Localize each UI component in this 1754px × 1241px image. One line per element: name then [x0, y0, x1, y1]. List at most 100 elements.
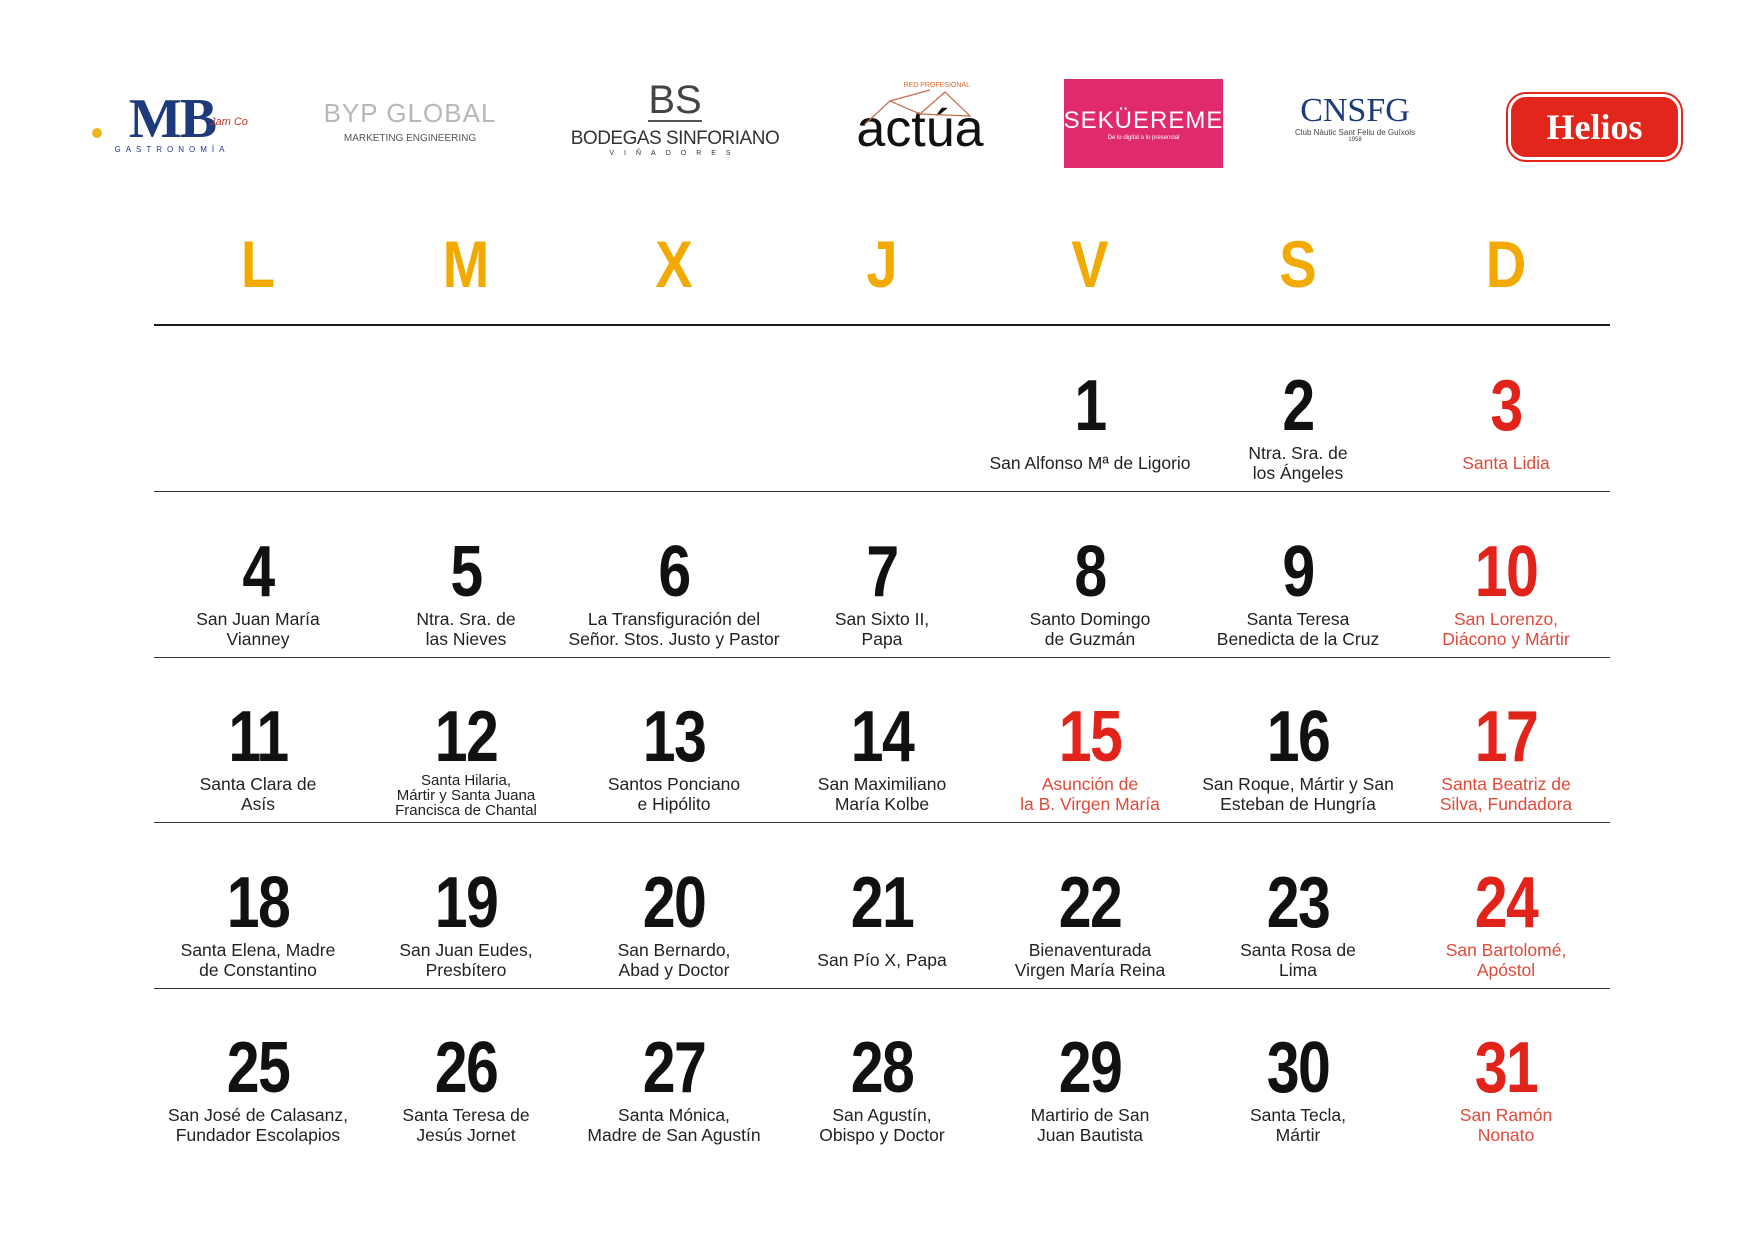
saint-name: Santos Ponciano e Hipólito	[607, 774, 741, 814]
calendar-day: 26 Santa Teresa de Jesús Jornet	[362, 988, 570, 1153]
calendar-day: 21 San Pío X, Papa	[778, 823, 986, 988]
day-number: 15	[1058, 697, 1123, 777]
calendar-day: 9 Santa Teresa Benedicta de la Cruz	[1194, 492, 1402, 657]
day-number: 23	[1266, 863, 1331, 943]
saint-name: San Ramón Nonato	[1459, 1105, 1553, 1145]
calendar-day: 29 Martirio de San Juan Bautista	[986, 988, 1194, 1153]
saint-name: Santa Beatriz de Silva, Fundadora	[1439, 774, 1573, 814]
calendar-week: 25 San José de Calasanz, Fundador Escolap…	[154, 988, 1610, 1153]
saint-name: San Juan Eudes, Presbítero	[399, 940, 533, 980]
logo-subtext: VIÑADORES	[609, 150, 741, 157]
logo-text: Helios	[1546, 107, 1643, 147]
logo-text: BODEGAS SINFORIANO	[570, 128, 780, 149]
byp-global-logo: BYP GLOBAL MARKETING ENGINEERING	[310, 98, 510, 144]
day-number: 1	[1074, 366, 1107, 446]
day-number: 28	[850, 1028, 915, 1108]
logo-mark: BS	[648, 78, 702, 122]
saint-name: Santa Mónica, Madre de San Agustín	[587, 1105, 761, 1145]
logo-subtext: GASTRONOMÍA	[114, 144, 230, 154]
saint-name: Santo Domingo de Guzmán	[1029, 609, 1151, 649]
saint-name: Ntra. Sra. de los Ángeles	[1248, 443, 1348, 483]
saint-name: San Sixto II, Papa	[834, 609, 930, 649]
logo-text: MB	[128, 87, 217, 150]
saint-name: Bienaventurada Virgen María Reina	[1014, 940, 1166, 980]
saint-name: Santa Rosa de Lima	[1240, 940, 1356, 980]
logo-text: SEKÜEREME	[1063, 106, 1224, 134]
saint-name: San Alfonso Mª de Ligorio	[989, 453, 1191, 473]
day-number: 7	[866, 532, 899, 612]
saint-name: San Pío X, Papa	[817, 950, 947, 970]
calendar-day: 19 San Juan Eudes, Presbítero	[362, 823, 570, 988]
logo-partner: Jam Co	[210, 116, 248, 128]
calendar-week: 18 Santa Elena, Madre de Constantino 19 San…	[154, 823, 1610, 989]
calendar-day: 8 Santo Domingo de Guzmán	[986, 492, 1194, 657]
day-number: 31	[1474, 1028, 1539, 1108]
saint-name: Santa Teresa Benedicta de la Cruz	[1216, 609, 1380, 649]
calendar-day: 28 San Agustín, Obispo y Doctor	[778, 988, 986, 1153]
weekday-wednesday: X	[655, 227, 693, 301]
actua-logo: RED PROFESIONAL actúa	[850, 82, 990, 155]
calendar-day: 23 Santa Rosa de Lima	[1194, 823, 1402, 988]
logo-dot	[92, 128, 102, 138]
weekday-saturday: S	[1279, 227, 1317, 301]
saint-name: San Bartolomé, Apóstol	[1445, 940, 1567, 980]
bodegas-sinforiano-logo: BS BODEGAS SINFORIANO VIÑADORES	[570, 80, 780, 157]
calendar-empty-day	[778, 326, 986, 491]
day-number: 22	[1058, 863, 1123, 943]
saint-name: San José de Calasanz, Fundador Escolapio…	[168, 1105, 348, 1145]
day-number: 25	[226, 1028, 291, 1108]
calendar-day: 31 San Ramón Nonato	[1402, 988, 1610, 1153]
saint-name: Martirio de San Juan Bautista	[1030, 1105, 1150, 1145]
day-number: 6	[658, 532, 691, 612]
calendar-day: 12 Santa Hilaria, Mártir y Santa Juana Fr…	[362, 657, 570, 822]
calendar-day: 25 San José de Calasanz, Fundador Escolap…	[154, 988, 362, 1153]
saint-name: Asunción de la B. Virgen María	[1020, 774, 1160, 814]
cnsfg-logo: CNSFG Club Nàutic Sant Feliu de Guíxols …	[1280, 94, 1430, 144]
saint-name: San Juan María Vianney	[196, 609, 320, 649]
logo-subtext: MARKETING ENGINEERING	[343, 133, 477, 144]
day-number: 2	[1282, 366, 1315, 446]
day-number: 5	[450, 532, 483, 612]
day-number: 13	[642, 697, 707, 777]
weekday-sunday: D	[1485, 227, 1527, 301]
saint-name: Santa Teresa de Jesús Jornet	[402, 1105, 530, 1145]
weekday-tuesday: M	[442, 227, 490, 301]
calendar-day: 2 Ntra. Sra. de los Ángeles	[1194, 326, 1402, 491]
day-number: 30	[1266, 1028, 1331, 1108]
calendar-day: 6 La Transfiguración del Señor. Stos. Jus…	[568, 492, 779, 657]
saint-name: San Agustín, Obispo y Doctor	[819, 1105, 945, 1145]
day-number: 18	[226, 863, 291, 943]
day-number: 16	[1266, 697, 1331, 777]
day-number: 19	[434, 863, 499, 943]
calendar-day: 5 Ntra. Sra. de las Nieves	[362, 492, 570, 657]
calendar-week: 4 San Juan María Vianney 5 Ntra. Sra. de la…	[154, 492, 1610, 658]
calendar-week: 11 Santa Clara de Asís 12 Santa Hilaria, Má…	[154, 657, 1610, 823]
weekday-thursday: J	[866, 227, 898, 301]
day-number: 11	[228, 697, 289, 777]
weekday-friday: V	[1071, 227, 1109, 301]
saint-name: San Roque, Mártir y San Esteban de Hungr…	[1202, 774, 1394, 814]
saint-name: San Maximiliano María Kolbe	[817, 774, 947, 814]
calendar-day: 15 Asunción de la B. Virgen María	[986, 657, 1194, 822]
calendar-day: 30 Santa Tecla, Mártir	[1194, 988, 1402, 1153]
calendar-day: 17 Santa Beatriz de Silva, Fundadora	[1402, 657, 1610, 822]
day-number: 4	[242, 532, 275, 612]
calendar-day: 22 Bienaventurada Virgen María Reina	[986, 823, 1194, 988]
calendar-day: 1 San Alfonso Mª de Ligorio	[986, 326, 1194, 491]
day-number: 10	[1474, 532, 1539, 612]
day-number: 29	[1058, 1028, 1123, 1108]
network-icon	[864, 89, 972, 125]
mb-gastronomia-logo: MB GASTRONOMÍA Jam Co	[92, 88, 252, 158]
day-number: 9	[1282, 532, 1315, 612]
calendar-day: 20 San Bernardo, Abad y Doctor	[570, 823, 778, 988]
saint-name: San Lorenzo, Diácono y Mártir	[1442, 609, 1570, 649]
calendar-day: 3 Santa Lidia	[1402, 326, 1610, 491]
saint-name: San Bernardo, Abad y Doctor	[617, 940, 731, 980]
calendar-week: 1 San Alfonso Mª de Ligorio 2 Ntra. Sra. de…	[154, 326, 1610, 492]
day-number: 12	[434, 697, 499, 777]
day-number: 26	[434, 1028, 499, 1108]
day-number: 3	[1490, 366, 1523, 446]
logo-subtext: De lo digital a lo presencial	[1107, 134, 1180, 141]
day-number: 14	[850, 697, 915, 777]
logo-year: 1958	[1348, 137, 1362, 143]
